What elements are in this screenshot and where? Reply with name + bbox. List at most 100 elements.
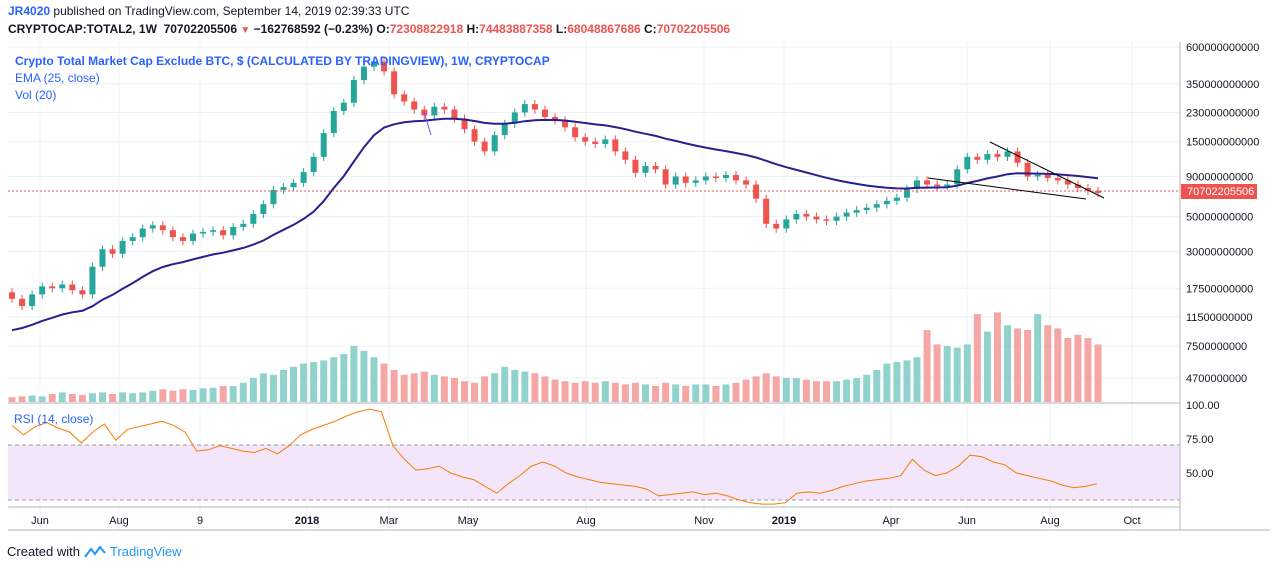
candle-body	[39, 286, 46, 295]
volume-bar	[219, 386, 227, 402]
price-tick-label: 350000000000	[1186, 79, 1259, 91]
author-name[interactable]: JR4020	[8, 4, 51, 18]
volume-bar	[591, 382, 599, 402]
volume-bar	[109, 394, 117, 402]
price-axis[interactable]: 600000000000 350000000000 230000000000 1500…	[1186, 42, 1259, 385]
volume-bar	[682, 386, 690, 402]
candle-body	[129, 237, 136, 241]
volume-bar	[38, 396, 46, 402]
candle-body	[1095, 190, 1101, 193]
candle-body	[914, 180, 920, 189]
candle-body	[200, 231, 207, 234]
candle-body	[823, 219, 830, 221]
candle-body	[310, 156, 317, 173]
volume-bar	[269, 374, 277, 402]
candle-body	[69, 284, 76, 291]
volume-bar	[943, 346, 951, 402]
volume-bar	[963, 344, 971, 402]
candle-body	[270, 189, 277, 205]
last-price-label: 70702205506	[1187, 186, 1254, 198]
volume-bar	[1094, 344, 1102, 402]
candle-body	[632, 159, 639, 173]
candle-body	[511, 112, 518, 124]
volume-bar	[611, 382, 619, 402]
volume-bar	[280, 370, 287, 402]
legend-vol[interactable]: Vol (20)	[15, 88, 56, 102]
candle-body	[471, 129, 478, 142]
time-tick-label: Jun	[958, 515, 976, 527]
ema-line	[11, 117, 1099, 332]
volume-bar	[68, 394, 76, 402]
candle-body	[149, 225, 156, 229]
candle-body	[753, 184, 760, 199]
volume-bar	[843, 379, 851, 402]
volume-bar	[732, 382, 740, 402]
candle-body	[190, 233, 196, 241]
volume-bar	[159, 389, 167, 402]
volume-bar	[400, 374, 408, 402]
legend-ema[interactable]: EMA (25, close)	[15, 71, 100, 85]
volume-bar	[863, 374, 871, 402]
candle-body	[531, 104, 538, 110]
candle-body	[642, 165, 649, 173]
volume-bar	[350, 346, 358, 402]
time-axis[interactable]: Jun Aug 9 2018 Mar May Aug Nov 2019 Apr Jun Aug Oct	[31, 515, 1140, 527]
candle-body	[934, 184, 941, 187]
candle-body	[733, 174, 739, 181]
volume-bar	[420, 371, 428, 402]
rsi-tick-label: 75.00	[1186, 434, 1214, 446]
candle-body	[672, 176, 679, 185]
footer: Created with TradingView	[7, 544, 182, 559]
price-tick-label: 50000000000	[1186, 212, 1253, 224]
volume-bar	[310, 362, 318, 402]
candle-body	[210, 230, 217, 232]
candle-body	[793, 213, 800, 220]
volume-bar	[923, 330, 931, 402]
volume-bar	[430, 374, 438, 402]
volume-bar	[652, 386, 660, 402]
legend-main[interactable]: Crypto Total Market Cap Exclude BTC, $ (…	[15, 54, 550, 68]
volume-bar	[501, 366, 509, 402]
volume-bar	[873, 370, 881, 402]
price-tick-label: 11500000000	[1186, 312, 1252, 324]
candle-body	[954, 169, 961, 185]
candle-body	[9, 292, 15, 299]
candle-body	[833, 216, 840, 221]
candle-body	[139, 228, 146, 238]
volume-bar	[762, 373, 770, 402]
legend-rsi[interactable]: RSI (14, close)	[14, 412, 93, 426]
candle-body	[743, 180, 750, 185]
ohlc-line: CRYPTOCAP:TOTAL2, 1W 70702205506 ▼ −1627…	[8, 22, 730, 36]
time-tick-label: 2019	[772, 515, 796, 527]
tradingview-brand[interactable]: TradingView	[109, 544, 182, 559]
candle-body	[541, 109, 548, 118]
candle-body	[984, 154, 991, 160]
volume-bar	[853, 378, 861, 402]
volume-bar	[541, 376, 549, 402]
candle-body	[521, 104, 528, 113]
time-tick-label: Aug	[576, 515, 596, 527]
volume-bar	[360, 350, 368, 402]
time-tick-label: Aug	[109, 515, 129, 527]
volume-bar	[712, 386, 720, 402]
volume-bar	[88, 393, 96, 402]
volume-bar	[78, 394, 86, 402]
candle-body	[853, 210, 860, 213]
candle-body	[893, 197, 900, 201]
rsi-tick-label: 50.00	[1186, 468, 1214, 480]
volume-bar	[48, 394, 56, 402]
volume-bar	[199, 388, 207, 402]
volume-bar	[571, 382, 579, 402]
candle-body	[1074, 184, 1081, 189]
candles	[9, 57, 1101, 311]
time-tick-label: Jun	[31, 515, 49, 527]
volume-bar	[450, 378, 458, 402]
volume-bar	[581, 381, 589, 402]
volume-bar	[259, 373, 267, 402]
volume-bar	[1054, 328, 1062, 402]
candle-body	[340, 102, 347, 111]
candle-body	[290, 182, 297, 188]
volume-bar	[169, 390, 177, 402]
volume-bar	[139, 392, 147, 402]
